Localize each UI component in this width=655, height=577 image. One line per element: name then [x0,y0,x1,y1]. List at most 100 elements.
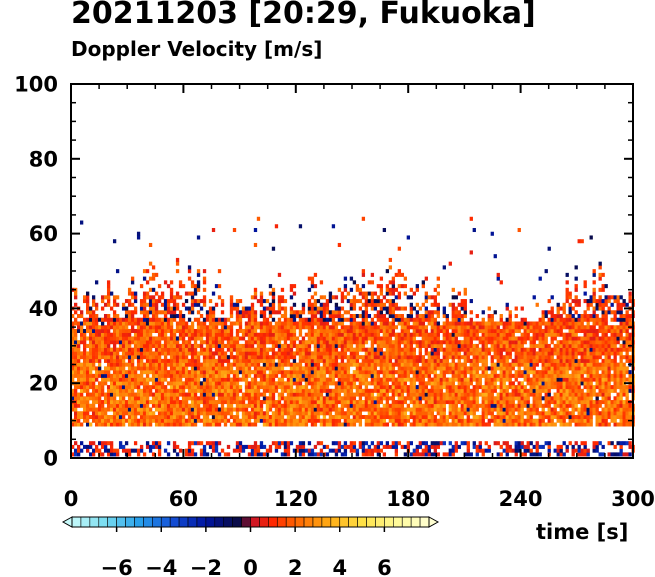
heatmap-cell [526,400,530,405]
heatmap-cell [376,325,381,330]
heatmap-cell [208,306,213,311]
heatmap-cell [211,328,216,334]
heatmap-cell [241,373,246,378]
heatmap-cell [499,400,503,405]
heatmap-cell [181,347,186,352]
heatmap-cell [97,403,102,408]
heatmap-cell [391,400,396,405]
heatmap-cell [289,377,294,382]
heatmap-cell [283,444,288,449]
heatmap-cell [163,347,168,352]
heatmap-cell [487,332,491,337]
heatmap-cell [316,366,321,371]
heatmap-cell [157,385,162,390]
heatmap-cell [151,287,156,292]
heatmap-cell [466,396,470,401]
heatmap-cell [325,347,330,352]
heatmap-cell [385,362,390,367]
heatmap-cell [334,422,339,427]
heatmap-cell [529,422,533,427]
heatmap-cell [127,414,132,420]
heatmap-cell [187,317,192,322]
heatmap-cell [307,358,312,363]
heatmap-cell [190,295,195,300]
heatmap-cell [94,370,99,375]
heatmap-cell [151,373,156,378]
heatmap-cell [142,362,147,367]
heatmap-cell [187,332,192,337]
heatmap-cell [379,276,384,281]
heatmap-cell [520,306,524,311]
heatmap-cell [325,385,330,390]
heatmap-cell [415,411,419,416]
heatmap-cell [421,381,425,386]
heatmap-cell [364,358,369,363]
heatmap-cell [172,441,177,446]
heatmap-cell [259,347,264,352]
heatmap-cell [211,306,216,311]
heatmap-cell [523,328,527,334]
heatmap-cell [457,411,461,416]
heatmap-cell [472,358,476,363]
heatmap-cell [517,441,521,446]
heatmap-cell [511,400,515,405]
heatmap-cell [292,448,297,453]
heatmap-cell [142,302,147,307]
heatmap-cell [406,392,410,397]
heatmap-cell [265,400,270,405]
heatmap-cell [244,403,249,408]
heatmap-cell [511,366,515,371]
heatmap-cell [313,332,318,337]
heatmap-cell [169,317,174,322]
heatmap-cell [283,411,288,416]
heatmap-cell [331,388,336,393]
heatmap-cell [298,325,303,330]
heatmap-cell [412,347,416,352]
heatmap-cell [526,414,530,420]
heatmap-cell [211,317,216,322]
heatmap-cell [247,370,252,375]
heatmap-cell [364,373,369,378]
heatmap-cell [439,388,443,393]
heatmap-cell [289,411,294,416]
heatmap-cell [271,302,276,307]
heatmap-cell [379,414,384,420]
heatmap-cell [208,299,213,304]
heatmap-cell [307,400,312,405]
heatmap-cell [475,407,479,412]
heatmap-cell [82,343,87,348]
heatmap-cell [373,291,378,296]
heatmap-cell [463,328,467,334]
heatmap-cell [433,340,437,345]
heatmap-cell [394,295,399,300]
heatmap-cell [391,280,396,285]
heatmap-cell [169,414,174,420]
heatmap-cell [238,403,243,408]
heatmap-cell [217,422,222,427]
heatmap-cell [118,325,123,330]
heatmap-cell [406,358,410,363]
heatmap-cell [403,325,407,330]
heatmap-cell [301,396,306,401]
heatmap-cell [424,418,428,423]
heatmap-cell [298,321,303,326]
heatmap-cell [454,306,458,311]
heatmap-cell [520,396,524,401]
heatmap-cell [442,358,446,363]
heatmap-cell [193,351,198,356]
heatmap-cell [145,377,150,382]
heatmap-cell [415,328,419,334]
heatmap-cell [313,306,318,311]
heatmap-cell [349,343,354,348]
heatmap-cell [436,347,440,352]
heatmap-cell [340,362,345,367]
heatmap-cell [376,392,381,397]
heatmap-cell [370,377,375,382]
heatmap-cell [283,373,288,378]
heatmap-cell [430,411,434,416]
heatmap-cell [415,325,419,330]
heatmap-cell [262,418,267,423]
heatmap-cell [259,299,264,304]
heatmap-cell [256,448,261,453]
heatmap-cell [340,321,345,326]
